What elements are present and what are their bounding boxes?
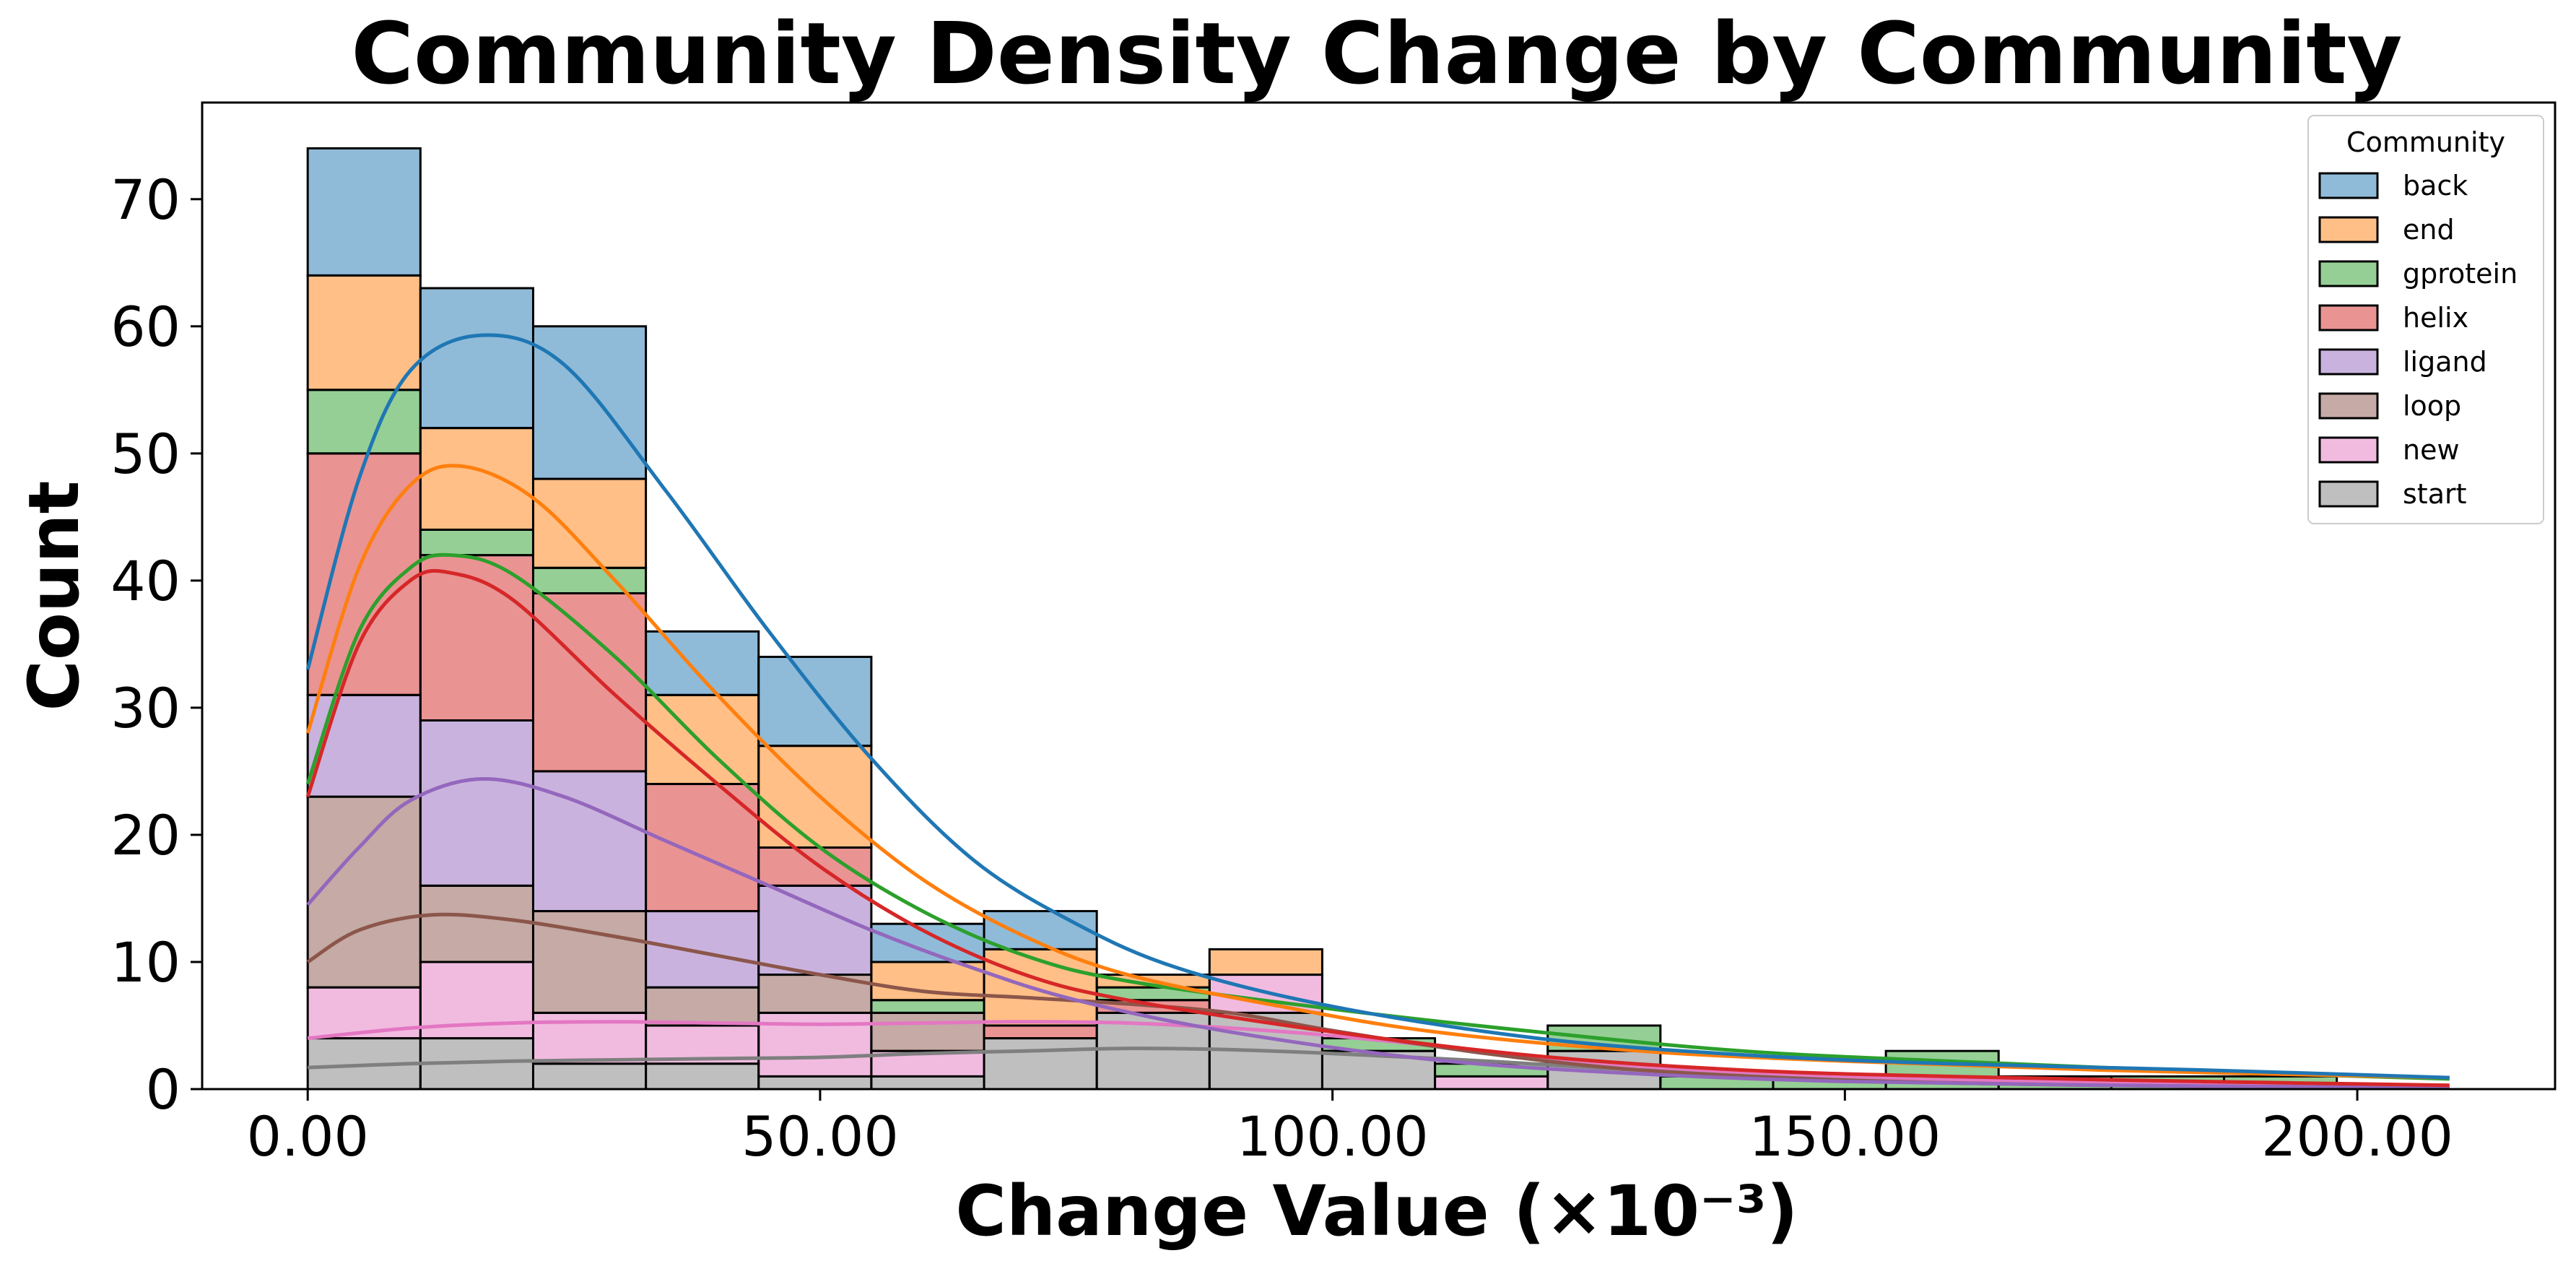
legend-swatch-new	[2318, 436, 2379, 464]
legend-swatch-start	[2318, 480, 2379, 508]
bar-start-bin-4	[757, 1075, 873, 1091]
bar-ligand-bin-1	[419, 719, 534, 887]
bar-end-bin-0	[306, 274, 422, 391]
bar-back-bin-0	[306, 147, 422, 277]
legend-swatch-loop	[2318, 392, 2379, 420]
bar-ligand-bin-0	[306, 693, 422, 798]
kde-line-ligand	[306, 776, 2450, 1090]
y-tick-label: 70	[110, 168, 180, 232]
legend-label-ligand: ligand	[2403, 346, 2487, 378]
bar-start-bin-5	[870, 1075, 985, 1091]
legend-title: Community	[2346, 126, 2505, 158]
bar-new-bin-10	[1434, 1075, 1549, 1091]
bar-helix-bin-4	[757, 846, 873, 887]
kde-line-back	[305, 333, 2450, 1080]
kde-line-gprotein	[305, 552, 2450, 1081]
histogram-bars	[306, 147, 2338, 1091]
y-axis-label: Count	[14, 481, 95, 711]
bar-helix-bin-6	[983, 1024, 1098, 1040]
bar-back-bin-2	[531, 325, 648, 480]
legend-swatch-gprotein	[2318, 260, 2379, 287]
legend-label-helix: helix	[2403, 302, 2468, 334]
bar-back-bin-1	[419, 287, 534, 430]
bar-end-bin-1	[419, 427, 534, 531]
bar-end-bin-8	[1208, 948, 1323, 976]
bar-gprotein-bin-2	[531, 566, 648, 594]
bar-helix-bin-1	[419, 554, 534, 722]
legend-swatch-back	[2318, 172, 2379, 199]
x-tick-label: 150.00	[1749, 1104, 1941, 1169]
x-axis-label: Change Value (×10⁻³)	[955, 1171, 1798, 1252]
legend-label-new: new	[2403, 434, 2460, 466]
legend-swatch-ligand	[2318, 348, 2379, 376]
kde-line-helix	[305, 568, 2450, 1088]
bar-end-bin-4	[757, 745, 873, 849]
legend-label-gprotein: gprotein	[2403, 258, 2518, 290]
y-tick-label: 60	[110, 295, 180, 359]
y-axis-ticks: 0 10 20 30 40 50 60 70	[110, 168, 202, 1122]
bar-ligand-bin-3	[645, 910, 760, 989]
x-axis-ticks: 0.00 50.00 100.00 150.00 200.00	[247, 1089, 2453, 1169]
legend-label-start: start	[2403, 478, 2467, 510]
bar-gprotein-bin-1	[419, 528, 534, 557]
kde-curves	[305, 333, 2450, 1090]
bar-gprotein-bin-0	[306, 389, 422, 455]
y-tick-label: 20	[110, 803, 180, 867]
bar-gprotein-bin-5	[870, 999, 985, 1014]
bar-start-bin-2	[531, 1062, 648, 1091]
plot-area-frame	[201, 101, 2557, 1091]
bar-loop-bin-3	[645, 986, 760, 1027]
kde-line-new	[307, 1020, 2450, 1088]
x-tick-label: 0.00	[247, 1104, 369, 1169]
y-tick-label: 50	[110, 422, 180, 486]
chart-title: Community Density Change by Community	[351, 4, 2402, 103]
y-tick-label: 40	[110, 549, 180, 613]
bar-start-bin-6	[983, 1037, 1098, 1091]
legend-label-loop: loop	[2403, 390, 2461, 422]
bar-back-bin-5	[870, 922, 985, 963]
legend-label-end: end	[2403, 214, 2455, 246]
legend-label-back: back	[2403, 170, 2468, 202]
bar-loop-bin-1	[419, 884, 534, 963]
x-tick-label: 100.00	[1237, 1104, 1429, 1169]
bar-start-bin-3	[645, 1062, 760, 1091]
legend: Community back end gprotein helix ligand loop…	[2307, 115, 2544, 524]
bar-loop-bin-0	[306, 795, 422, 989]
legend-items: back end gprotein helix ligand loop new start	[2318, 170, 2518, 510]
bar-helix-bin-3	[645, 783, 760, 913]
bar-helix-bin-2	[531, 592, 648, 773]
bar-back-bin-4	[757, 655, 873, 748]
legend-swatch-helix	[2318, 304, 2379, 332]
legend-swatch-end	[2318, 216, 2379, 243]
y-tick-label: 30	[110, 676, 180, 740]
bar-ligand-bin-4	[757, 884, 873, 976]
y-tick-label: 10	[110, 930, 180, 994]
y-tick-label: 0	[146, 1057, 180, 1122]
bar-loop-bin-5	[870, 1011, 985, 1052]
x-tick-label: 200.00	[2261, 1104, 2453, 1169]
x-tick-label: 50.00	[741, 1104, 899, 1169]
bar-back-bin-3	[645, 630, 760, 696]
